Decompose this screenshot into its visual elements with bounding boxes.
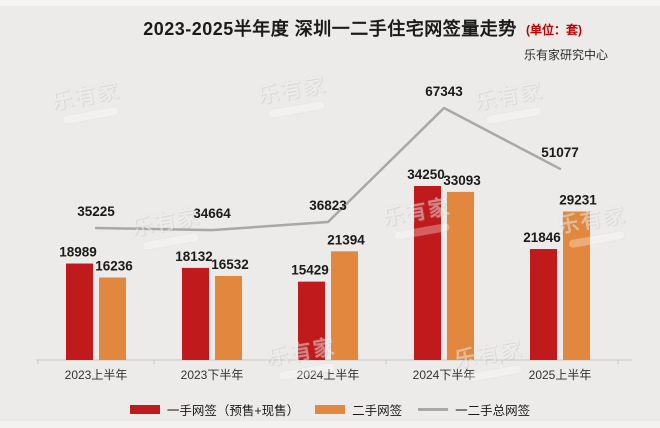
- bar-new-2023上半年: [66, 263, 93, 360]
- bar-value-label: 21846: [523, 230, 561, 245]
- bar-resale-2024上半年: [331, 251, 358, 360]
- bar-value-label: 18132: [175, 249, 213, 264]
- bar-value-label: 16532: [211, 257, 249, 272]
- x-axis-label-4: 2025上半年: [529, 368, 592, 382]
- bar-value-label: 29231: [559, 193, 597, 208]
- legend-swatch-2: [418, 408, 449, 411]
- top-edge-strip: [0, 0, 660, 6]
- bar-new-2025上半年: [530, 249, 557, 360]
- bar-value-label: 33093: [443, 173, 481, 188]
- x-axis-label-0: 2023上半年: [65, 368, 128, 382]
- bar-resale-2024下半年: [447, 191, 474, 360]
- bar-value-label: 18989: [59, 245, 97, 260]
- bar-value-label: 15429: [291, 263, 329, 278]
- bar-resale-2025上半年: [563, 211, 590, 360]
- unit-note: (单位：套): [526, 23, 582, 37]
- bar-new-2024下半年: [414, 186, 441, 360]
- x-axis-label-1: 2023下半年: [181, 368, 244, 382]
- bottom-edge-strip: [0, 421, 660, 428]
- line-value-label: 67343: [425, 84, 463, 99]
- bar-resale-2023下半年: [215, 276, 242, 360]
- legend-label-2: 一二手总网签: [455, 404, 531, 418]
- legend-label-0: 一手网签（预售+现售）: [166, 404, 300, 418]
- legend-swatch-0: [129, 405, 160, 414]
- legend-item-0: 一手网签（预售+现售）: [129, 400, 300, 419]
- x-axis-label-3: 2024下半年: [413, 368, 476, 382]
- source-label: 乐有家研究中心: [523, 48, 608, 62]
- bar-new-2024上半年: [298, 281, 325, 360]
- chart-title: 2023-2025半年度 深圳一二手住宅网签量走势: [143, 19, 517, 39]
- bar-value-label: 34250: [407, 167, 445, 182]
- bar-value-label: 21394: [327, 232, 365, 247]
- bar-value-label: 16236: [95, 259, 133, 274]
- legend-label-1: 二手网签: [352, 404, 403, 418]
- chart-legend: 一手网签（预售+现售） 二手网签 一二手总网签: [0, 400, 660, 419]
- legend-swatch-1: [315, 405, 346, 414]
- line-value-label: 35225: [77, 204, 115, 219]
- total-line: [94, 106, 562, 232]
- legend-item-2: 一二手总网签: [418, 400, 530, 419]
- legend-item-1: 二手网签: [315, 400, 402, 419]
- bar-new-2023下半年: [182, 267, 209, 360]
- line-value-label: 51077: [541, 145, 579, 160]
- line-value-label: 36823: [309, 198, 347, 213]
- bar-resale-2023上半年: [99, 277, 126, 360]
- x-axis-label-2: 2024上半年: [297, 368, 360, 382]
- line-value-label: 34664: [193, 206, 231, 221]
